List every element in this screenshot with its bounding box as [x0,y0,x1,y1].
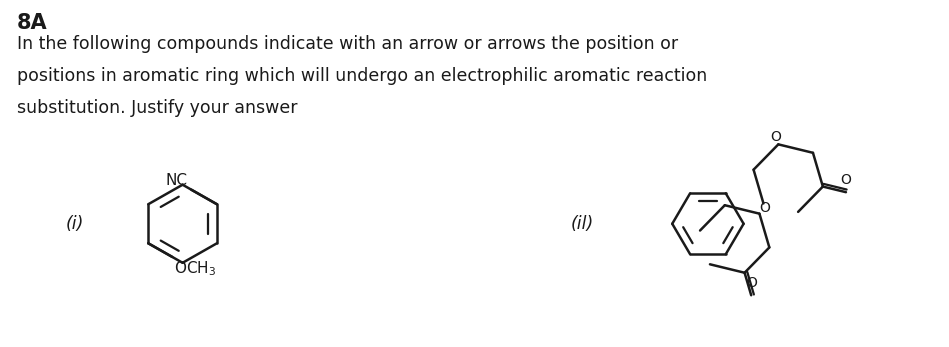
Text: 8A: 8A [17,13,47,33]
Text: O: O [771,130,782,144]
Text: OCH$_3$: OCH$_3$ [175,259,216,278]
Text: (il): (il) [571,215,594,233]
Text: O: O [746,276,756,290]
Text: NC: NC [165,173,187,188]
Text: positions in aromatic ring which will undergo an electrophilic aromatic reaction: positions in aromatic ring which will un… [17,67,707,85]
Text: In the following compounds indicate with an arrow or arrows the position or: In the following compounds indicate with… [17,35,679,53]
Text: O: O [841,173,851,187]
Text: O: O [759,201,771,215]
Text: (i): (i) [65,215,84,233]
Text: substitution. Justify your answer: substitution. Justify your answer [17,99,298,117]
